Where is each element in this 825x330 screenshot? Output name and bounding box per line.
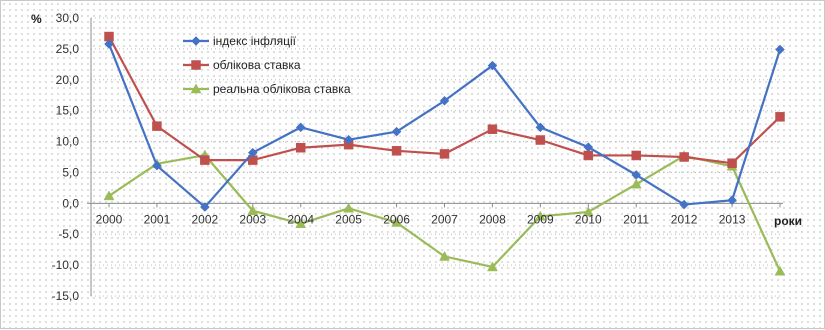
tick-labels: 30,0 25,0 20,0 15,0 10,0 5,0 0,0 -5,0 -10,0 -15,0… [52,11,746,303]
x-tick-label: 2000 [96,212,123,226]
y-tick-label: -15,0 [52,289,80,303]
x-tick-label: 2011 [623,212,649,226]
data-point [104,39,114,49]
x-tick-label: 2002 [192,212,219,226]
data-point [630,178,642,189]
legend-item: облікова ставка [183,58,301,72]
data-point [774,265,786,276]
series-1 [104,31,785,168]
y-tick-label: 0,0 [62,196,79,210]
data-point [727,195,737,206]
x-tick-label: 2001 [144,212,171,226]
axes [87,18,783,296]
y-tick-label: 30,0 [56,11,80,25]
data-point [247,205,259,215]
x-axis-unit-label: роки [774,214,802,228]
data-point [631,170,642,180]
data-point [295,142,306,153]
x-tick-label: 2006 [383,212,410,226]
data-point [583,150,594,161]
x-tick-label: 2009 [527,212,554,226]
x-tick-label: 2003 [239,212,266,226]
data-point [439,149,450,159]
data-point [487,60,498,71]
legend-item: реальна облікова ставка [183,82,351,96]
legend-label: реальна облікова ставка [213,82,351,96]
x-tick-label: 2013 [719,212,746,226]
legend-label: індекс інфляції [213,34,297,48]
data-point [200,202,210,212]
y-tick-label: -10,0 [52,258,80,272]
series-0 [104,39,785,212]
y-tick-label: 20,0 [56,73,80,87]
data-point [152,121,162,131]
data-point [439,250,450,261]
data-point [775,44,785,55]
x-tick-label: 2004 [287,212,314,226]
data-point [631,150,641,161]
data-point [583,142,594,152]
data-point [343,134,354,145]
data-point [103,190,115,201]
y-tick-label: 5,0 [62,165,79,179]
data-point [152,160,162,171]
data-point [679,199,689,210]
legend: індекс інфляції облікова ставка реальна об… [183,34,351,96]
data-point [487,261,498,272]
data-point [247,147,258,158]
data-point [343,202,355,213]
data-point [727,158,737,168]
data-point [200,155,210,165]
data-point [391,216,402,227]
data-point [295,122,306,133]
x-tick-label: 2008 [479,212,506,226]
legend-label: облікова ставка [213,58,301,72]
series-line [107,43,782,209]
legend-swatch-marker [191,60,201,70]
data-point [391,126,402,137]
data-point [679,152,689,162]
data-point [439,95,450,106]
data-point [535,122,546,133]
data-point [295,218,307,228]
data-point [775,112,785,122]
x-tick-label: 2007 [431,212,458,226]
x-tick-label: 2005 [335,212,362,226]
x-tick-label: 2010 [575,212,602,226]
gridlines [91,17,783,297]
data-point [487,124,498,134]
data-point [535,135,546,145]
y-axis-unit-label: % [31,12,42,26]
series-lines [103,31,786,276]
data-point [582,206,594,217]
legend-swatch-marker [191,36,201,46]
legend-swatch-marker [190,83,202,94]
y-tick-label: 10,0 [56,135,80,149]
y-tick-label: 15,0 [56,104,80,118]
legend-item: індекс інфляції [183,34,297,48]
y-tick-label: -5,0 [58,227,79,241]
x-tick-label: 2012 [671,212,698,226]
data-point [534,210,546,221]
data-point [391,146,402,156]
y-tick-label: 25,0 [56,42,80,56]
